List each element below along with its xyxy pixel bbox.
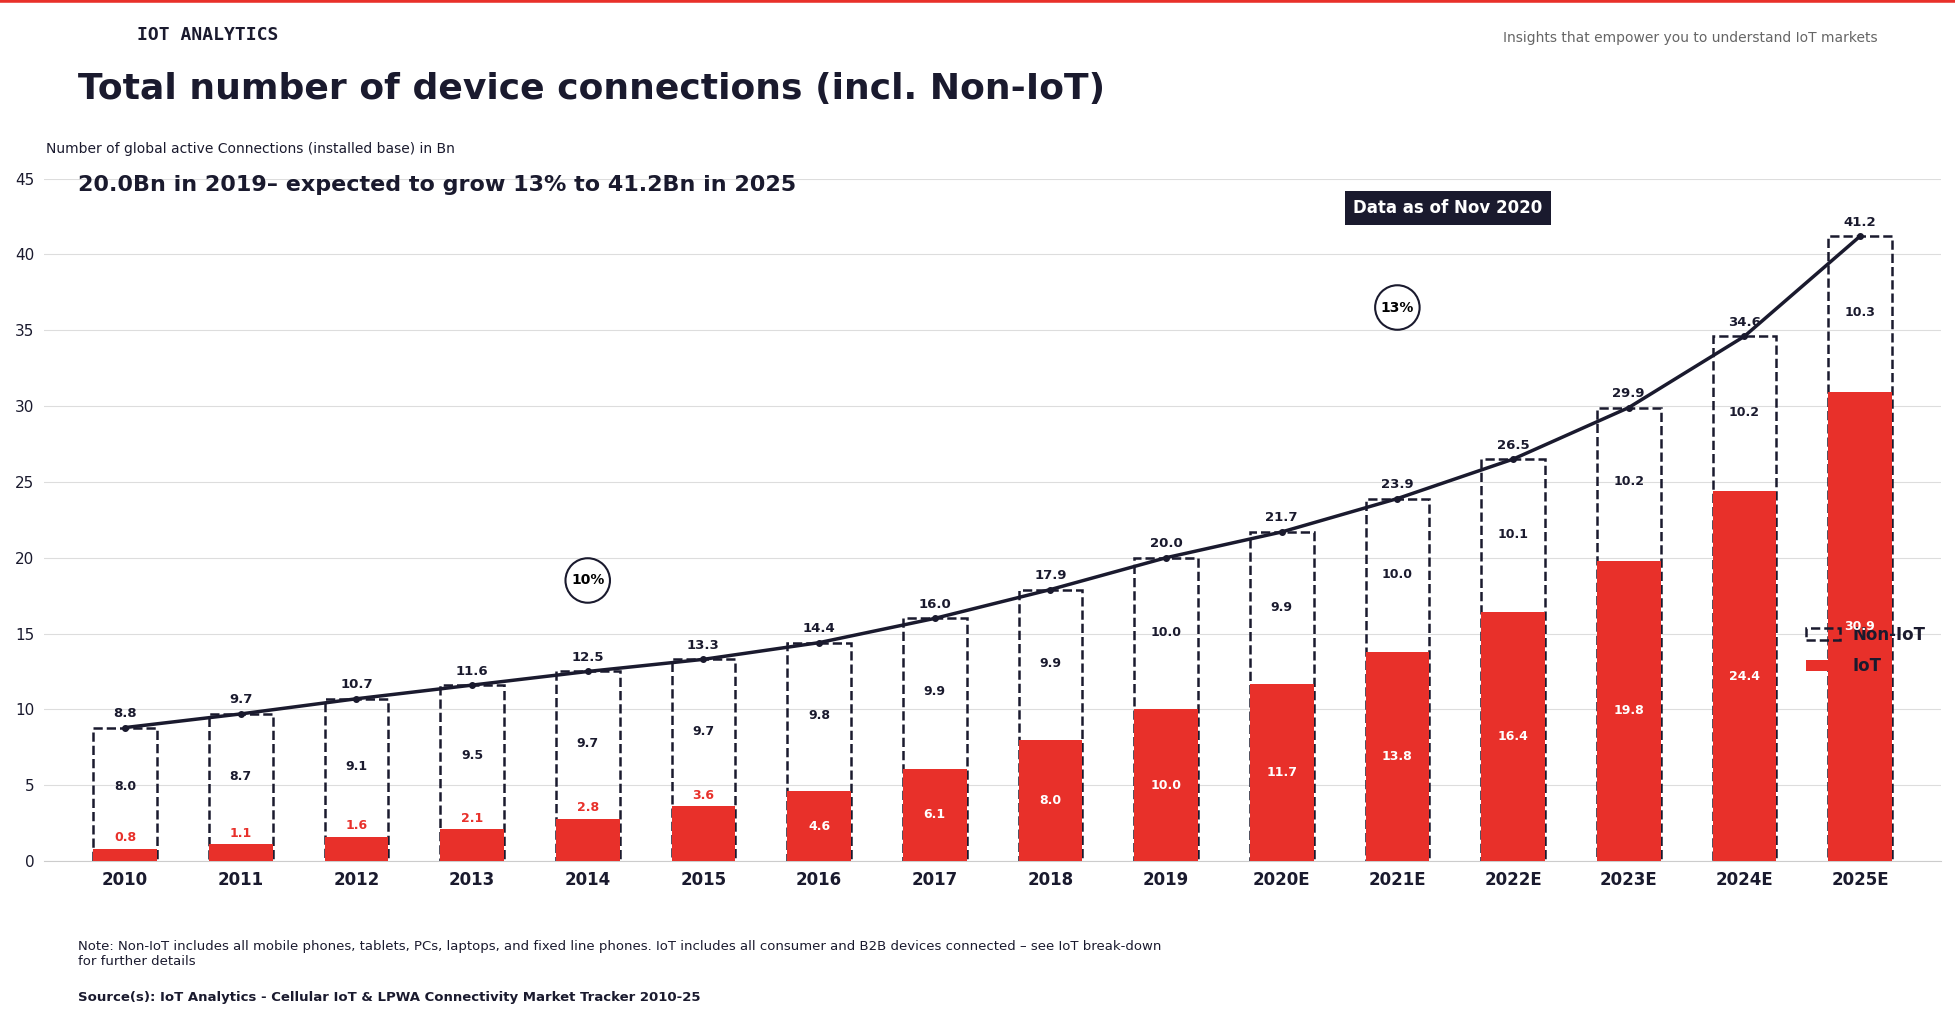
Text: 1.1: 1.1 (229, 827, 252, 840)
Text: 19.8: 19.8 (1613, 705, 1644, 718)
Text: 10.7: 10.7 (340, 678, 373, 691)
Text: 12.5: 12.5 (571, 651, 604, 663)
Bar (1019, 739, 1081, 861)
Text: 0.8: 0.8 (113, 831, 137, 844)
Text: 17.9: 17.9 (1034, 569, 1065, 582)
Text: 9.7: 9.7 (692, 725, 714, 737)
Bar (1249, 684, 1314, 861)
Text: 9.9: 9.9 (923, 685, 944, 698)
Text: 8.7: 8.7 (229, 770, 252, 784)
Legend: Non-IoT, IoT: Non-IoT, IoT (1799, 619, 1932, 682)
Text: 10.1: 10.1 (1498, 528, 1527, 541)
Text: 2.1: 2.1 (461, 811, 483, 825)
Bar (1595, 561, 1660, 861)
Bar (1713, 491, 1775, 861)
Text: 30.9: 30.9 (1844, 620, 1875, 634)
Text: 26.5: 26.5 (1496, 439, 1529, 452)
Text: 4.6: 4.6 (807, 820, 829, 833)
Text: Source(s): IoT Analytics - Cellular IoT & LPWA Connectivity Market Tracker 2010-: Source(s): IoT Analytics - Cellular IoT … (78, 991, 700, 1004)
Text: Insights that empower you to understand IoT markets: Insights that empower you to understand … (1501, 31, 1877, 45)
Bar (1365, 652, 1429, 861)
Text: 23.9: 23.9 (1380, 478, 1413, 491)
Text: 9.5: 9.5 (461, 749, 483, 762)
Text: 1.6: 1.6 (346, 820, 368, 832)
Bar (209, 844, 272, 861)
Text: 21.7: 21.7 (1265, 511, 1298, 525)
Bar (786, 791, 850, 861)
Text: 11.7: 11.7 (1265, 766, 1296, 778)
Bar (903, 768, 966, 861)
Text: 13.3: 13.3 (686, 639, 719, 652)
Text: 34.6: 34.6 (1726, 315, 1760, 329)
Text: 29.9: 29.9 (1611, 387, 1644, 400)
Text: 41.2: 41.2 (1844, 216, 1875, 229)
Bar (325, 837, 387, 861)
Text: 10.3: 10.3 (1844, 306, 1875, 319)
Text: 16.0: 16.0 (917, 598, 950, 611)
Text: Note: Non-IoT includes all mobile phones, tablets, PCs, laptops, and fixed line : Note: Non-IoT includes all mobile phones… (78, 940, 1161, 967)
Text: 9.9: 9.9 (1038, 656, 1062, 670)
Bar (440, 829, 504, 861)
Text: 8.8: 8.8 (113, 707, 137, 720)
Text: Total number of device connections (incl. Non-IoT): Total number of device connections (incl… (78, 72, 1105, 106)
Text: 20.0Bn in 2019– expected to grow 13% to 41.2Bn in 2025: 20.0Bn in 2019– expected to grow 13% to … (78, 175, 796, 194)
Bar (94, 849, 156, 861)
Text: IOT ANALYTICS: IOT ANALYTICS (137, 26, 278, 44)
Text: Data as of Nov 2020: Data as of Nov 2020 (1353, 199, 1542, 217)
Text: 10%: 10% (571, 573, 604, 587)
Text: 9.7: 9.7 (577, 737, 598, 750)
Text: 14.4: 14.4 (802, 622, 835, 635)
Text: 9.9: 9.9 (1271, 601, 1292, 613)
Text: 9.1: 9.1 (346, 760, 368, 772)
Text: 2.8: 2.8 (577, 801, 598, 814)
Text: 16.4: 16.4 (1498, 730, 1527, 744)
Bar (1480, 612, 1544, 861)
Text: 20.0: 20.0 (1150, 537, 1183, 550)
Text: 6.1: 6.1 (923, 808, 946, 822)
Text: 10.0: 10.0 (1150, 625, 1181, 639)
Text: 8.0: 8.0 (113, 781, 137, 793)
Text: 8.0: 8.0 (1038, 794, 1062, 807)
Text: 10.2: 10.2 (1613, 476, 1644, 489)
Bar (1828, 392, 1890, 861)
Text: 9.8: 9.8 (807, 709, 829, 722)
Bar (671, 806, 735, 861)
Text: 10.0: 10.0 (1150, 778, 1181, 792)
Text: 9.7: 9.7 (229, 693, 252, 707)
Text: 3.6: 3.6 (692, 789, 714, 802)
Text: Number of global active Connections (installed base) in Bn: Number of global active Connections (ins… (47, 142, 456, 156)
Text: 10.0: 10.0 (1380, 568, 1412, 581)
Text: 13.8: 13.8 (1382, 750, 1412, 763)
Text: 13%: 13% (1380, 301, 1413, 314)
Text: 11.6: 11.6 (456, 664, 489, 678)
Bar (1134, 710, 1196, 861)
Bar (555, 819, 620, 861)
Text: 24.4: 24.4 (1728, 670, 1760, 683)
Text: 10.2: 10.2 (1728, 406, 1760, 419)
